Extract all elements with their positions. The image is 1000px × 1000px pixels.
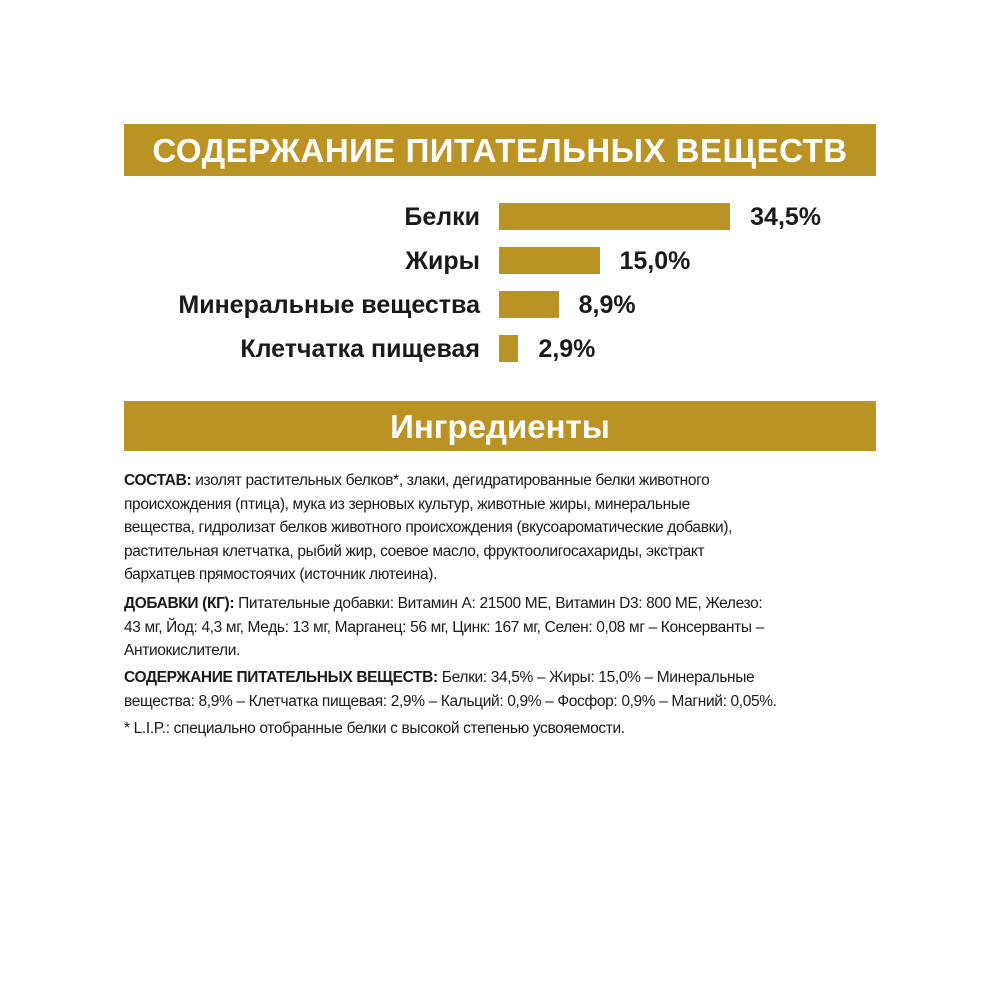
chart-row-fiber: Клетчатка пищевая 2,9% <box>0 335 1000 363</box>
text-line: изолят растительных белков*, злаки, деги… <box>191 472 710 489</box>
composition-paragraph: СОСТАВ: изолят растительных белков*, зла… <box>124 469 732 587</box>
nutrients-label: СОДЕРЖАНИЕ ПИТАТЕЛЬНЫХ ВЕЩЕСТВ: <box>124 669 438 686</box>
text-line: происхождения (птица), мука из зерновых … <box>124 495 690 513</box>
nutrients-header: СОДЕРЖАНИЕ ПИТАТЕЛЬНЫХ ВЕЩЕСТВ <box>124 124 876 176</box>
text-line: Антиокислители. <box>124 642 240 659</box>
nutrients-paragraph: СОДЕРЖАНИЕ ПИТАТЕЛЬНЫХ ВЕЩЕСТВ: Белки: 3… <box>124 666 777 713</box>
text-line: растительная клетчатка, рыбий жир, соево… <box>124 542 705 560</box>
category-label: Минеральные вещества <box>178 291 480 319</box>
text-line: вещества, гидролизат белков животного пр… <box>124 519 733 536</box>
text-line: Белки: 34,5% – Жиры: 15,0% – Минеральные <box>437 669 755 686</box>
chart-row-fat: Жиры 15,0% <box>0 247 1000 275</box>
chart-row-minerals: Минеральные вещества 8,9% <box>0 291 1000 319</box>
bar-fat <box>499 247 600 274</box>
value-label: 2,9% <box>538 335 596 363</box>
category-label: Белки <box>404 203 480 231</box>
text-line: бархатцев прямостоячих (источник лютеина… <box>124 566 438 583</box>
bar-protein <box>499 203 731 230</box>
value-label: 8,9% <box>578 291 636 319</box>
text-line: вещества: 8,9% – Клетчатка пищевая: 2,9%… <box>124 692 777 710</box>
value-label: 34,5% <box>750 203 822 231</box>
bar-fiber <box>499 335 519 362</box>
category-label: Жиры <box>405 247 480 275</box>
category-label: Клетчатка пищевая <box>240 335 480 363</box>
additives-label: ДОБАВКИ (КГ): <box>124 595 235 612</box>
composition-label: СОСТАВ: <box>124 472 192 489</box>
bar-minerals <box>499 291 559 318</box>
chart-row-protein: Белки 34,5% <box>0 203 1000 231</box>
value-label: 15,0% <box>619 247 691 275</box>
text-line: 43 мг, Йод: 4,3 мг, Медь: 13 мг, Маргане… <box>124 618 764 636</box>
text-line: Питательные добавки: Витамин А: 21500 МЕ… <box>234 595 763 612</box>
additives-paragraph: ДОБАВКИ (КГ): Питательные добавки: Витам… <box>124 592 764 663</box>
footnote: * L.I.P.: специально отобранные белки с … <box>124 720 625 737</box>
ingredients-header: Ингредиенты <box>124 401 876 451</box>
